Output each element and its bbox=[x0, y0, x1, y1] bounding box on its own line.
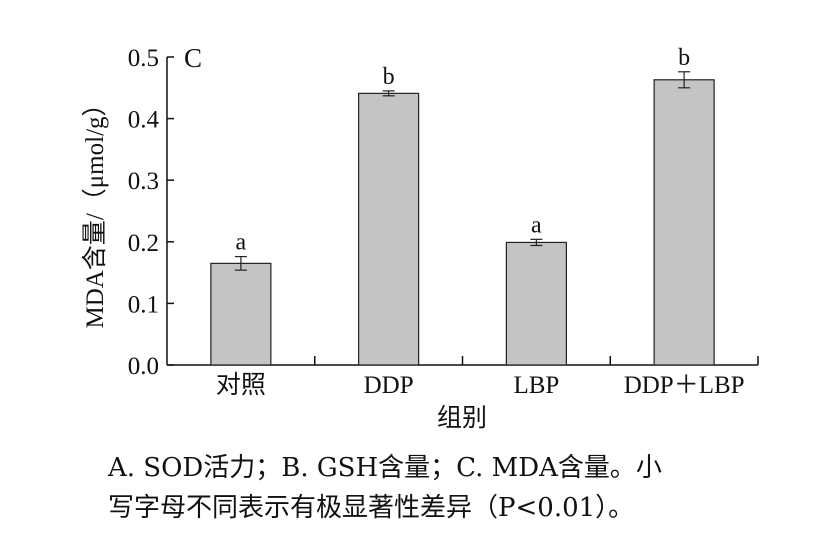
significance-label-3: b bbox=[678, 45, 690, 71]
bar-2 bbox=[505, 241, 567, 366]
panel-label: C bbox=[184, 43, 202, 73]
figure-caption-line-1: A. SOD活力；B. GSH含量；C. MDA含量。小 bbox=[108, 453, 662, 483]
bar-chart: C MDA含量/（μmol/g） 组别 0.0 0.1 0.2 0.3 0.4 0.5 a… bbox=[81, 43, 759, 432]
y-tick-label-4: 0.4 bbox=[128, 107, 160, 134]
category-label-3: DDP＋LBP bbox=[624, 372, 745, 399]
category-label-1: DDP bbox=[364, 372, 414, 399]
bar-1 bbox=[358, 92, 420, 366]
figure-caption-line-2: 写字母不同表示有极显著性差异（P<0.01）。 bbox=[108, 493, 635, 523]
y-tick-label-3: 0.3 bbox=[128, 168, 159, 195]
x-axis-title: 组别 bbox=[437, 404, 487, 432]
bar-3 bbox=[653, 79, 715, 366]
y-tick-label-5: 0.5 bbox=[128, 45, 159, 72]
significance-label-1: b bbox=[383, 64, 395, 90]
significance-label-2: a bbox=[531, 212, 542, 238]
y-tick-label-1: 0.1 bbox=[128, 291, 159, 318]
bar-0 bbox=[210, 262, 272, 366]
y-axis-title: MDA含量/（μmol/g） bbox=[81, 91, 109, 328]
y-tick-label-0: 0.0 bbox=[128, 353, 159, 380]
category-label-0: 对照 bbox=[216, 371, 266, 399]
y-tick-label-2: 0.2 bbox=[128, 230, 159, 257]
category-label-2: LBP bbox=[513, 372, 559, 399]
significance-label-0: a bbox=[236, 230, 247, 256]
